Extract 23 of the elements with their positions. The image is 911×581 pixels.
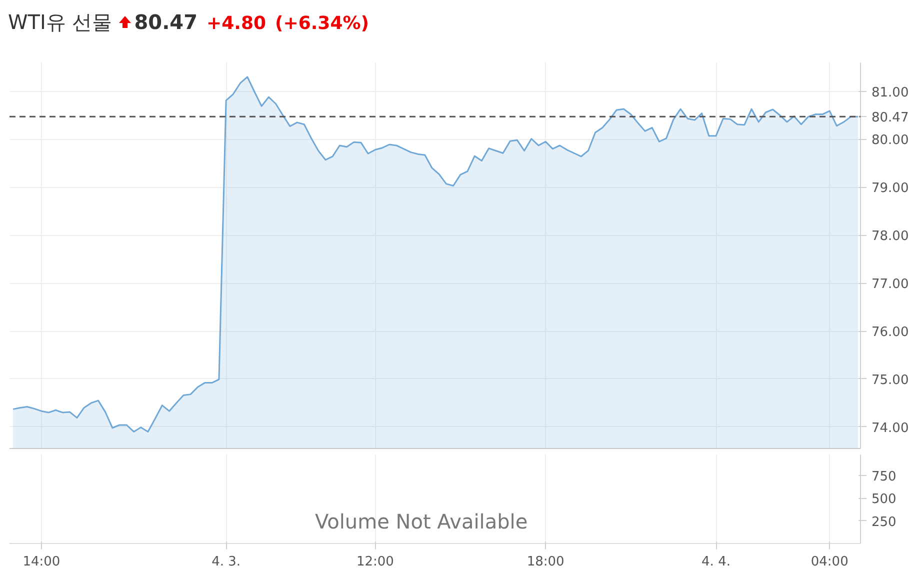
text: +4.80 — [206, 13, 266, 34]
y-tick-label: 78.00 — [872, 229, 909, 244]
ref-line-label: 80.47 — [872, 110, 909, 126]
annotation: Volume Not Available — [315, 510, 528, 534]
y-tick-label: 77.00 — [872, 277, 909, 292]
x-tick-label: 04:00 — [810, 554, 848, 570]
y-tick-label: 250 — [872, 514, 896, 530]
y-tick-label: 75.00 — [872, 372, 909, 388]
text: (+6.34%) — [275, 13, 369, 34]
y-tick-label: 500 — [872, 492, 896, 508]
x-tick-label: 18:00 — [526, 554, 564, 570]
text: 80.47 — [134, 10, 198, 34]
y-tick-label: 80.00 — [872, 133, 909, 148]
y-tick-label: 74.00 — [872, 420, 909, 436]
y-tick-label: 81.00 — [872, 85, 909, 100]
x-tick-label: 4. 3. — [212, 554, 241, 570]
y-tick-label: 79.00 — [872, 181, 909, 196]
y-tick-label: 750 — [872, 469, 896, 484]
x-tick-label: 12:00 — [356, 554, 394, 570]
x-tick-label: 14:00 — [22, 554, 60, 570]
x-tick-label: 4. 4. — [702, 554, 730, 570]
y-tick-label: 76.00 — [872, 325, 909, 340]
chart-title: WTI유 선물 — [8, 10, 112, 34]
